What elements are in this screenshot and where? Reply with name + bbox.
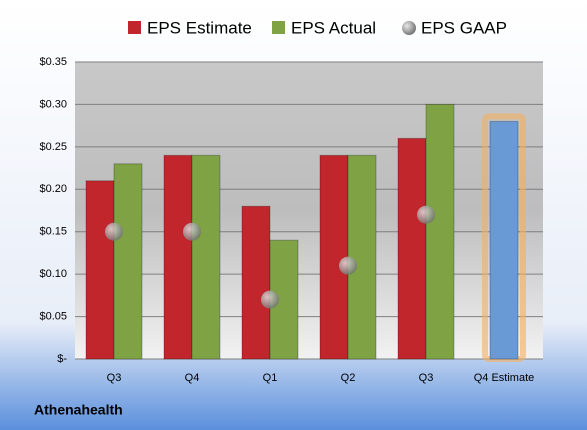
footer: Athenahealth	[34, 402, 123, 418]
y-tick-label: $-	[57, 353, 67, 365]
y-tick-label: $0.05	[39, 310, 67, 322]
y-tick-label: $0.35	[39, 56, 67, 68]
bar	[397, 137, 427, 360]
bar	[163, 154, 193, 360]
legend-label: EPS GAAP	[421, 18, 507, 37]
bar	[241, 205, 271, 360]
gaap-marker	[261, 290, 279, 309]
bar	[425, 103, 455, 360]
gaap-marker	[339, 256, 357, 275]
bar	[489, 120, 519, 360]
x-tick-label: Q3	[419, 372, 434, 384]
y-tick-label: $0.25	[39, 141, 67, 153]
legend-marker	[128, 21, 141, 34]
x-tick-label: Q4 Estimate	[474, 372, 535, 384]
y-tick-label: $0.10	[39, 268, 67, 280]
y-tick-label: $0.20	[39, 183, 67, 195]
bar	[113, 163, 143, 360]
legend-label: EPS Actual	[291, 18, 376, 37]
legend-marker	[402, 21, 416, 35]
x-tick-label: Q4	[185, 372, 200, 384]
legend-label: EPS Estimate	[147, 18, 252, 37]
plot-area	[75, 62, 543, 359]
legend-marker	[272, 21, 285, 34]
x-tick-label: Q2	[341, 372, 356, 384]
bar	[85, 180, 115, 360]
x-tick-label: Q3	[107, 372, 122, 384]
gaap-marker	[105, 222, 123, 241]
y-tick-label: $0.15	[39, 226, 67, 238]
y-tick-label: $0.30	[39, 98, 67, 110]
x-tick-label: Q1	[263, 372, 278, 384]
bar	[191, 154, 221, 360]
bar	[319, 154, 349, 360]
bar	[347, 154, 377, 360]
gaap-marker	[417, 205, 435, 224]
gaap-marker	[183, 222, 201, 241]
